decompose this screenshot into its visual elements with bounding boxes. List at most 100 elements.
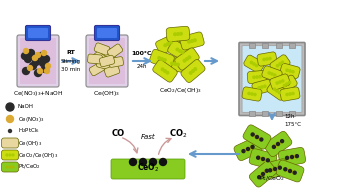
- Bar: [249, 111, 255, 115]
- Circle shape: [6, 166, 8, 168]
- Circle shape: [277, 143, 279, 146]
- FancyBboxPatch shape: [270, 74, 290, 90]
- FancyBboxPatch shape: [257, 52, 277, 66]
- FancyBboxPatch shape: [1, 150, 18, 160]
- Circle shape: [292, 71, 294, 73]
- Text: Pt/CeO$_2$: Pt/CeO$_2$: [259, 174, 285, 183]
- Circle shape: [30, 63, 37, 70]
- FancyBboxPatch shape: [244, 55, 264, 73]
- Text: H$_2$PtCl$_6$: H$_2$PtCl$_6$: [18, 127, 40, 136]
- Circle shape: [282, 61, 284, 63]
- Circle shape: [188, 40, 190, 43]
- Circle shape: [35, 53, 40, 57]
- Circle shape: [150, 159, 157, 166]
- Circle shape: [274, 167, 277, 170]
- Circle shape: [27, 50, 34, 57]
- Circle shape: [293, 155, 296, 158]
- Bar: [262, 111, 268, 115]
- Text: RT: RT: [66, 50, 76, 55]
- Circle shape: [257, 156, 260, 159]
- Circle shape: [262, 158, 264, 160]
- FancyBboxPatch shape: [94, 43, 110, 55]
- FancyBboxPatch shape: [180, 32, 204, 50]
- Text: 175°C: 175°C: [284, 122, 301, 126]
- Circle shape: [7, 115, 14, 122]
- Circle shape: [253, 134, 256, 137]
- Text: 100°C: 100°C: [132, 51, 152, 56]
- Circle shape: [255, 136, 259, 138]
- FancyBboxPatch shape: [166, 26, 190, 42]
- Circle shape: [253, 63, 255, 65]
- FancyBboxPatch shape: [175, 48, 199, 70]
- Circle shape: [247, 148, 250, 150]
- Circle shape: [279, 81, 281, 83]
- Circle shape: [282, 80, 284, 82]
- Circle shape: [274, 74, 276, 76]
- Circle shape: [251, 93, 253, 95]
- FancyBboxPatch shape: [234, 137, 262, 161]
- FancyBboxPatch shape: [168, 40, 192, 62]
- Circle shape: [46, 64, 50, 68]
- Circle shape: [256, 76, 258, 78]
- Text: Ce(NO$_3$)$_3$: Ce(NO$_3$)$_3$: [18, 115, 45, 123]
- Circle shape: [276, 167, 279, 170]
- Circle shape: [27, 66, 32, 70]
- Circle shape: [8, 129, 11, 132]
- Text: CO: CO: [111, 129, 125, 139]
- Circle shape: [269, 57, 271, 60]
- Circle shape: [41, 66, 48, 73]
- Circle shape: [279, 141, 282, 144]
- Bar: [289, 111, 295, 115]
- FancyBboxPatch shape: [243, 125, 271, 149]
- FancyBboxPatch shape: [270, 55, 290, 73]
- FancyBboxPatch shape: [280, 63, 300, 79]
- Circle shape: [244, 149, 247, 152]
- Circle shape: [266, 159, 269, 162]
- Circle shape: [34, 70, 41, 77]
- Circle shape: [24, 56, 32, 63]
- Circle shape: [255, 64, 258, 67]
- Circle shape: [276, 82, 278, 84]
- Bar: [276, 111, 282, 115]
- Text: Stirring: Stirring: [61, 59, 81, 64]
- FancyBboxPatch shape: [242, 46, 302, 112]
- Circle shape: [171, 62, 173, 65]
- Circle shape: [164, 70, 166, 72]
- FancyBboxPatch shape: [249, 161, 277, 187]
- Circle shape: [188, 56, 191, 59]
- Circle shape: [259, 174, 262, 177]
- Circle shape: [9, 166, 11, 168]
- Circle shape: [6, 103, 14, 111]
- Circle shape: [292, 92, 294, 94]
- FancyBboxPatch shape: [267, 82, 287, 100]
- Circle shape: [254, 93, 256, 96]
- Circle shape: [9, 154, 11, 156]
- Circle shape: [293, 171, 296, 174]
- FancyBboxPatch shape: [150, 49, 174, 69]
- Circle shape: [140, 159, 147, 166]
- Circle shape: [242, 150, 245, 153]
- Circle shape: [264, 158, 267, 161]
- Circle shape: [289, 70, 291, 72]
- FancyBboxPatch shape: [104, 65, 120, 77]
- FancyBboxPatch shape: [276, 160, 304, 182]
- Text: Ce(OH)$_3$: Ce(OH)$_3$: [93, 89, 120, 98]
- FancyBboxPatch shape: [107, 44, 123, 58]
- Circle shape: [180, 33, 182, 35]
- Circle shape: [263, 58, 265, 61]
- Circle shape: [169, 41, 172, 44]
- Circle shape: [274, 144, 277, 147]
- FancyBboxPatch shape: [242, 87, 262, 101]
- Circle shape: [12, 166, 14, 168]
- FancyBboxPatch shape: [278, 147, 306, 167]
- Circle shape: [191, 40, 193, 42]
- Circle shape: [288, 81, 291, 84]
- FancyBboxPatch shape: [101, 46, 117, 60]
- Circle shape: [192, 70, 194, 72]
- Text: Ce(OH)$_3$: Ce(OH)$_3$: [18, 139, 42, 147]
- Circle shape: [32, 56, 38, 60]
- Circle shape: [262, 173, 264, 175]
- Text: Ce(NO$_3$)$_3$+NaOH: Ce(NO$_3$)$_3$+NaOH: [13, 89, 63, 98]
- Circle shape: [261, 86, 263, 88]
- Circle shape: [268, 72, 270, 74]
